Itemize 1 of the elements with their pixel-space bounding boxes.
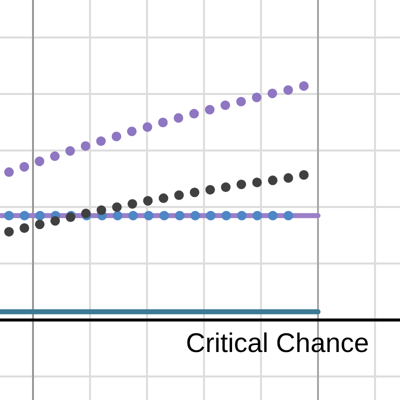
x-axis-title: Critical Chance [186, 328, 369, 358]
